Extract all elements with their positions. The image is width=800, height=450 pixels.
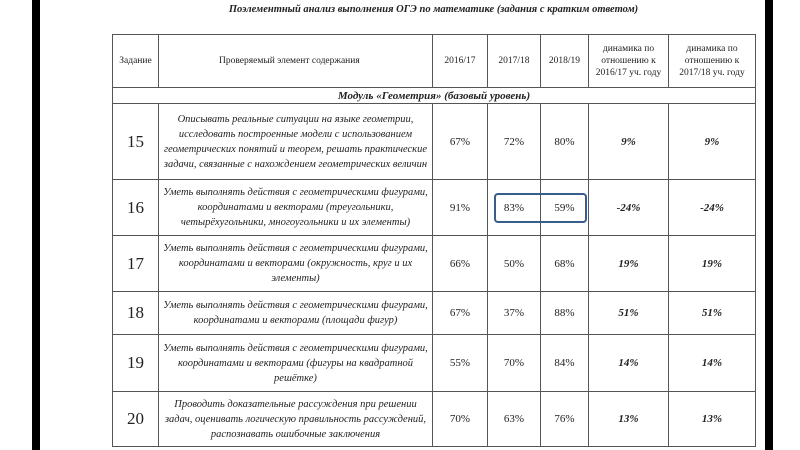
table-row: 18 Уметь выполнять действия с геометричес… [112,291,756,335]
percent-cell: 67% [432,103,488,180]
percent-cell: 19% [668,235,756,292]
percent-cell: 84% [540,334,589,392]
task-number: 17 [112,235,159,292]
percent-cell: 13% [668,391,756,447]
module-row: Модуль «Геометрия» (базовый уровень) [112,87,756,104]
column-header: Проверяемый элемент содержания [158,34,433,88]
percent-cell: 37% [487,291,541,335]
content-element: Уметь выполнять действия с геометрически… [158,291,433,335]
table-row: 15 Описывать реальные ситуации на языке г… [112,103,756,180]
percent-cell: 51% [588,291,669,335]
percent-cell: 88% [540,291,589,335]
percent-cell: 66% [432,235,488,292]
task-number: 15 [112,103,159,180]
percent-cell: 91% [432,179,488,236]
percent-cell: -24% [668,179,756,236]
percent-cell: 67% [432,291,488,335]
percent-cell: 76% [540,391,589,447]
percent-cell: 70% [432,391,488,447]
analysis-table: Задание Проверяемый элемент содержания 201… [112,34,756,447]
module-cell: Модуль «Геометрия» (базовый уровень) [112,87,756,104]
percent-cell: 9% [588,103,669,180]
percent-cell: 59% [540,179,589,236]
percent-cell: 9% [668,103,756,180]
title: Поэлементный анализ выполнения ОГЭ по ма… [228,4,639,15]
table-row: 16 Уметь выполнять действия с геометричес… [112,179,756,236]
percent-cell: -24% [588,179,669,236]
column-header: динамика по отношению к 2017/18 уч. году [668,34,756,88]
percent-cell: 13% [588,391,669,447]
percent-cell: 14% [588,334,669,392]
percent-cell: 50% [487,235,541,292]
highlight-box [494,193,587,223]
percent-cell: 55% [432,334,488,392]
content-element: Проводить доказательные рассуждения при … [158,391,433,447]
task-number: 16 [112,179,159,236]
column-header: 2016/17 [432,34,488,88]
percent-cell: 63% [487,391,541,447]
left-border [32,0,40,450]
task-number: 20 [112,391,159,447]
table-row: 19 Уметь выполнять действия с геометричес… [112,334,756,392]
percent-cell: 14% [668,334,756,392]
column-header: 2018/19 [540,34,589,88]
task-number: 18 [112,291,159,335]
percent-cell: 72% [487,103,541,180]
percent-cell: 70% [487,334,541,392]
column-header: Задание [112,34,159,88]
percent-cell: 51% [668,291,756,335]
table-row: 20 Проводить доказательные рассуждения пр… [112,391,756,447]
percent-cell: 80% [540,103,589,180]
column-header: динамика по отношению к 2016/17 уч. году [588,34,669,88]
percent-cell: 19% [588,235,669,292]
table-row: 17 Уметь выполнять действия с геометричес… [112,235,756,292]
right-border [765,0,773,450]
task-number: 19 [112,334,159,392]
content-element: Уметь выполнять действия с геометрически… [158,334,433,392]
content-element: Уметь выполнять действия с геометрически… [158,235,433,292]
header-row: Задание Проверяемый элемент содержания 201… [112,34,756,88]
percent-cell: 68% [540,235,589,292]
content-element: Уметь выполнять действия с геометрически… [158,179,433,236]
percent-cell: 83% [487,179,541,236]
column-header: 2017/18 [487,34,541,88]
content-element: Описывать реальные ситуации на языке гео… [158,103,433,180]
